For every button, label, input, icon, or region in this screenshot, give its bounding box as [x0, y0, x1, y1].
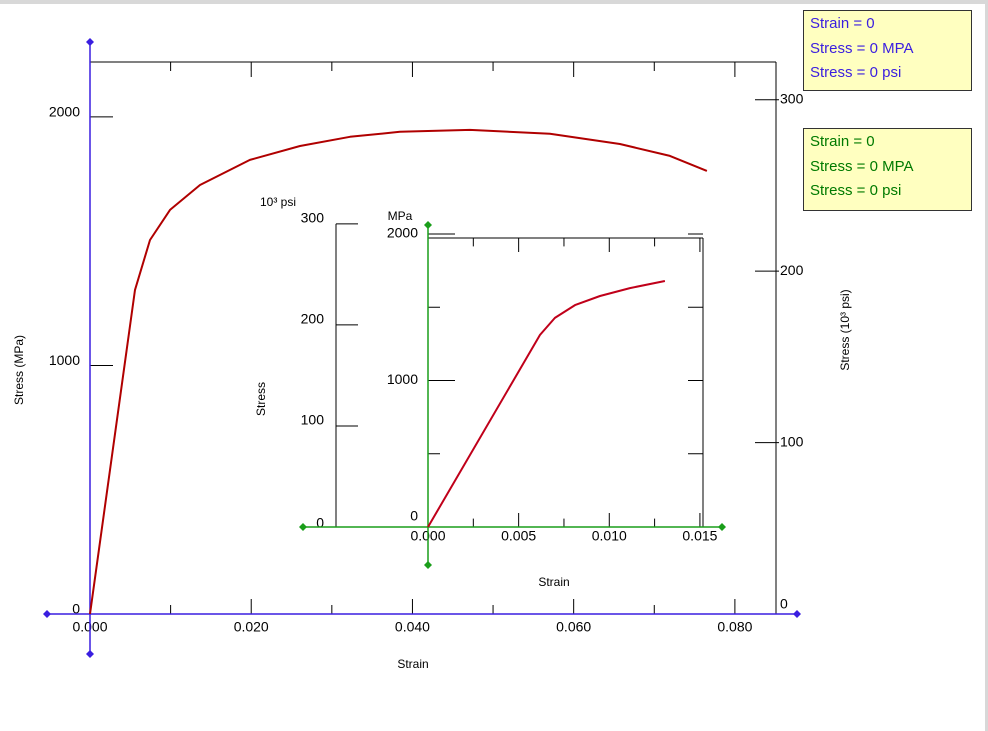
y2-tick-label: 100	[780, 433, 804, 449]
x-axis-title: Strain	[397, 657, 428, 671]
y2-tick-label: 0	[780, 596, 788, 612]
readout-box: Strain = 0 Stress = 0 MPA Stress = 0 psi	[803, 128, 972, 211]
stress-strain-curve	[427, 280, 666, 528]
y2-axis-unit: 10³ psi	[260, 195, 296, 209]
y-tick-label: 2000	[49, 104, 80, 120]
axis-handle[interactable]	[424, 561, 432, 569]
readout-line: Strain = 0	[810, 133, 875, 150]
y2-tick-label: 300	[301, 210, 325, 226]
y2-axis-title: Stress (10³ psi)	[838, 289, 852, 370]
axis-handle[interactable]	[86, 38, 94, 46]
y-tick-label: 0	[72, 601, 80, 617]
axis-handle[interactable]	[718, 523, 726, 531]
x-tick-label: 0.060	[556, 619, 591, 635]
y2-tick-label: 100	[301, 412, 325, 428]
x-tick-label: 0.020	[234, 619, 269, 635]
readout-line: Stress = 0 MPA	[810, 39, 914, 57]
y-axis-title: Stress (MPa)	[12, 335, 26, 405]
readout-line: Strain = 0	[810, 15, 875, 32]
y-tick-label: 0	[410, 508, 418, 524]
readout-line: Stress = 0 MPA	[810, 157, 914, 175]
stress-strain-curve	[89, 128, 708, 615]
y-axis-unit: MPa	[388, 209, 413, 223]
x-tick-label: 0.005	[501, 528, 536, 544]
axis-handle[interactable]	[43, 610, 51, 618]
x-axis-title: Strain	[538, 575, 569, 589]
readout-line: Stress = 0 psi	[810, 64, 902, 81]
x-tick-label: 0.080	[717, 619, 752, 635]
y-tick-label: 1000	[49, 352, 80, 368]
axis-handle[interactable]	[424, 221, 432, 229]
y-tick-label: 1000	[387, 371, 418, 387]
readout-line: Stress = 0 psi	[810, 182, 902, 199]
y2-tick-label: 300	[780, 90, 804, 106]
axis-handle[interactable]	[86, 650, 94, 658]
x-tick-label: 0.040	[395, 619, 430, 635]
y2-tick-label: 200	[780, 262, 804, 278]
x-tick-label: 0.015	[682, 528, 717, 544]
y-axis-title: Stress	[254, 382, 268, 416]
axis-handle[interactable]	[793, 610, 801, 618]
y2-tick-label: 200	[301, 311, 325, 327]
y-tick-label: 2000	[387, 225, 418, 241]
axis-handle[interactable]	[299, 523, 307, 531]
y2-tick-label: 0	[316, 515, 324, 531]
x-tick-label: 0.010	[592, 528, 627, 544]
readout-box: Strain = 0 Stress = 0 MPA Stress = 0 psi	[803, 10, 972, 91]
